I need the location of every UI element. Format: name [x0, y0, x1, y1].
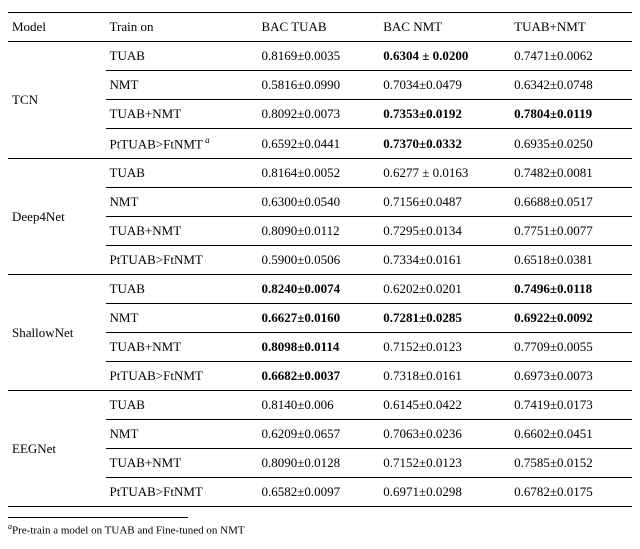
- value-cell: 0.7318±0.0161: [379, 362, 510, 391]
- value-cell: 0.7353±0.0192: [379, 100, 510, 129]
- table-row: EEGNetTUAB0.8140±0.0060.6145±0.04220.741…: [8, 391, 632, 420]
- train-cell: TUAB: [106, 391, 258, 420]
- value-cell: 0.6209±0.0657: [257, 420, 379, 449]
- value-cell: 0.5900±0.0506: [257, 246, 379, 275]
- value-cell: 0.8098±0.0114: [257, 333, 379, 362]
- value-cell: 0.6145±0.0422: [379, 391, 510, 420]
- footnote-text: Pre-train a model on TUAB and Fine-tuned…: [12, 525, 245, 537]
- footnote-ref: a: [203, 135, 210, 145]
- train-cell: PtTUAB>FtNMT: [106, 246, 258, 275]
- train-cell: TUAB: [106, 42, 258, 71]
- value-cell: 0.6682±0.0037: [257, 362, 379, 391]
- value-cell: 0.7152±0.0123: [379, 449, 510, 478]
- value-cell: 0.8140±0.006: [257, 391, 379, 420]
- train-cell: TUAB: [106, 275, 258, 304]
- value-cell: 0.6202±0.0201: [379, 275, 510, 304]
- value-cell: 0.7482±0.0081: [510, 159, 632, 188]
- train-cell: NMT: [106, 71, 258, 100]
- value-cell: 0.7804±0.0119: [510, 100, 632, 129]
- col-bac-nmt: BAC NMT: [379, 13, 510, 42]
- value-cell: 0.7063±0.0236: [379, 420, 510, 449]
- train-cell: PtTUAB>FtNMT: [106, 362, 258, 391]
- value-cell: 0.8164±0.0052: [257, 159, 379, 188]
- train-cell: TUAB+NMT: [106, 100, 258, 129]
- footnote: aPre-train a model on TUAB and Fine-tune…: [8, 518, 632, 537]
- table-row: ShallowNetTUAB0.8240±0.00740.6202±0.0201…: [8, 275, 632, 304]
- value-cell: 0.7334±0.0161: [379, 246, 510, 275]
- value-cell: 0.7156±0.0487: [379, 188, 510, 217]
- train-cell: NMT: [106, 304, 258, 333]
- value-cell: 0.7295±0.0134: [379, 217, 510, 246]
- value-cell: 0.7751±0.0077: [510, 217, 632, 246]
- model-cell: TCN: [8, 42, 106, 159]
- value-cell: 0.6342±0.0748: [510, 71, 632, 100]
- results-table: Model Train on BAC TUAB BAC NMT TUAB+NMT…: [8, 12, 632, 507]
- header-row: Model Train on BAC TUAB BAC NMT TUAB+NMT: [8, 13, 632, 42]
- model-cell: EEGNet: [8, 391, 106, 507]
- value-cell: 0.6935±0.0250: [510, 129, 632, 159]
- value-cell: 0.8092±0.0073: [257, 100, 379, 129]
- value-cell: 0.7419±0.0173: [510, 391, 632, 420]
- model-cell: ShallowNet: [8, 275, 106, 391]
- col-tuab-nmt: TUAB+NMT: [510, 13, 632, 42]
- value-cell: 0.8090±0.0112: [257, 217, 379, 246]
- value-cell: 0.6602±0.0451: [510, 420, 632, 449]
- value-cell: 0.6277 ± 0.0163: [379, 159, 510, 188]
- value-cell: 0.7034±0.0479: [379, 71, 510, 100]
- col-train: Train on: [106, 13, 258, 42]
- value-cell: 0.6304 ± 0.0200: [379, 42, 510, 71]
- value-cell: 0.6971±0.0298: [379, 478, 510, 507]
- col-bac-tuab: BAC TUAB: [257, 13, 379, 42]
- value-cell: 0.6300±0.0540: [257, 188, 379, 217]
- value-cell: 0.7370±0.0332: [379, 129, 510, 159]
- train-cell: TUAB+NMT: [106, 333, 258, 362]
- value-cell: 0.6922±0.0092: [510, 304, 632, 333]
- train-cell: PtTUAB>FtNMT: [106, 478, 258, 507]
- train-cell: PtTUAB>FtNMT a: [106, 129, 258, 159]
- value-cell: 0.6782±0.0175: [510, 478, 632, 507]
- train-cell: TUAB+NMT: [106, 217, 258, 246]
- value-cell: 0.7585±0.0152: [510, 449, 632, 478]
- train-cell: NMT: [106, 420, 258, 449]
- value-cell: 0.5816±0.0990: [257, 71, 379, 100]
- train-cell: TUAB+NMT: [106, 449, 258, 478]
- value-cell: 0.6592±0.0441: [257, 129, 379, 159]
- value-cell: 0.7281±0.0285: [379, 304, 510, 333]
- value-cell: 0.6627±0.0160: [257, 304, 379, 333]
- train-cell: NMT: [106, 188, 258, 217]
- table-row: TCNTUAB0.8169±0.00350.6304 ± 0.02000.747…: [8, 42, 632, 71]
- value-cell: 0.8169±0.0035: [257, 42, 379, 71]
- value-cell: 0.6688±0.0517: [510, 188, 632, 217]
- value-cell: 0.7471±0.0062: [510, 42, 632, 71]
- value-cell: 0.6973±0.0073: [510, 362, 632, 391]
- value-cell: 0.6518±0.0381: [510, 246, 632, 275]
- value-cell: 0.8240±0.0074: [257, 275, 379, 304]
- value-cell: 0.7152±0.0123: [379, 333, 510, 362]
- model-cell: Deep4Net: [8, 159, 106, 275]
- table-row: Deep4NetTUAB0.8164±0.00520.6277 ± 0.0163…: [8, 159, 632, 188]
- train-cell: TUAB: [106, 159, 258, 188]
- value-cell: 0.7709±0.0055: [510, 333, 632, 362]
- value-cell: 0.8090±0.0128: [257, 449, 379, 478]
- col-model: Model: [8, 13, 106, 42]
- value-cell: 0.6582±0.0097: [257, 478, 379, 507]
- value-cell: 0.7496±0.0118: [510, 275, 632, 304]
